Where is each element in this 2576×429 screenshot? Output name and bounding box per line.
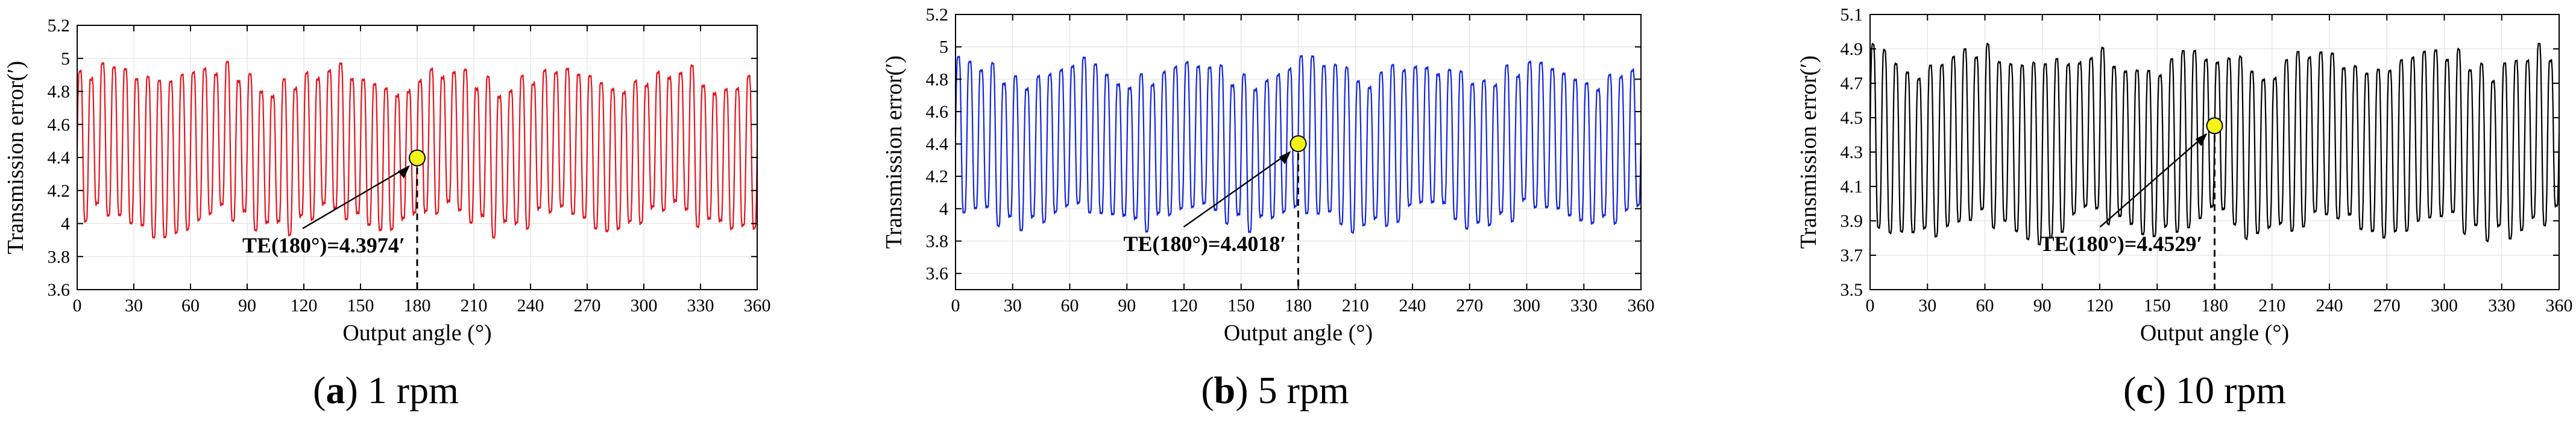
y-tick-label: 4.5 bbox=[1841, 108, 1863, 128]
caption-letter: c bbox=[2136, 369, 2153, 412]
x-tick-label: 300 bbox=[2431, 296, 2458, 316]
annotation-leader-line bbox=[2099, 133, 2207, 228]
x-tick-label: 180 bbox=[404, 296, 431, 316]
x-axis-label: Output angle (°) bbox=[342, 320, 491, 346]
panel-caption: (b) 5 rpm bbox=[1201, 369, 1349, 412]
x-tick-label: 90 bbox=[238, 296, 256, 316]
y-tick-label: 4.3 bbox=[1841, 142, 1863, 162]
x-tick-label: 150 bbox=[1227, 296, 1255, 316]
y-tick-label: 3.7 bbox=[1841, 246, 1863, 265]
x-tick-label: 270 bbox=[2373, 296, 2401, 316]
annotation-marker bbox=[2206, 117, 2223, 135]
annotation-label: TE(180°)=4.4529′ bbox=[2039, 232, 2202, 256]
x-tick-label: 330 bbox=[687, 296, 714, 316]
y-axis-label: Transmission error(′) bbox=[1796, 56, 1821, 249]
y-tick-label: 3.8 bbox=[48, 247, 71, 267]
x-tick-label: 270 bbox=[574, 296, 601, 316]
x-tick-label: 0 bbox=[73, 296, 82, 316]
x-tick-label: 330 bbox=[1570, 296, 1598, 316]
y-tick-label: 3.6 bbox=[48, 280, 71, 300]
caption-text: 10 rpm bbox=[2176, 369, 2286, 412]
x-tick-label: 30 bbox=[1918, 296, 1936, 316]
y-tick-label: 5.2 bbox=[926, 5, 949, 25]
y-tick-label: 4.4 bbox=[48, 148, 71, 168]
y-tick-label: 4.4 bbox=[926, 135, 949, 154]
x-tick-label: 240 bbox=[2316, 296, 2343, 316]
caption-letter: a bbox=[326, 369, 345, 412]
x-tick-label: 90 bbox=[2033, 296, 2052, 316]
annotation-leader-line bbox=[1183, 151, 1291, 228]
y-tick-label: 4.8 bbox=[48, 82, 71, 102]
panel-caption: (a) 1 rpm bbox=[313, 369, 459, 412]
x-tick-label: 120 bbox=[2086, 296, 2114, 316]
y-tick-label: 4.7 bbox=[1841, 74, 1863, 94]
y-tick-label: 3.9 bbox=[1841, 211, 1863, 231]
x-tick-label: 180 bbox=[2201, 296, 2228, 316]
x-tick-label: 150 bbox=[2144, 296, 2171, 316]
annotation-marker bbox=[1290, 135, 1307, 153]
x-axis-label: Output angle (°) bbox=[1224, 320, 1373, 346]
annotation-label: TE(180°)=4.4018′ bbox=[1123, 232, 1286, 256]
caption-letter: b bbox=[1214, 369, 1236, 412]
x-tick-label: 210 bbox=[461, 296, 488, 316]
annotation-arrowhead bbox=[1279, 151, 1291, 165]
x-tick-label: 210 bbox=[2258, 296, 2285, 316]
y-tick-label: 3.5 bbox=[1841, 280, 1863, 300]
x-tick-label: 240 bbox=[1399, 296, 1426, 316]
annotation-label: TE(180°)=4.3974′ bbox=[242, 234, 405, 258]
x-tick-label: 330 bbox=[2488, 296, 2515, 316]
x-tick-label: 30 bbox=[125, 296, 143, 316]
y-tick-label: 5 bbox=[61, 49, 70, 69]
annotation-arrowhead bbox=[398, 165, 410, 179]
x-tick-label: 0 bbox=[951, 296, 960, 316]
y-tick-label: 4.6 bbox=[48, 115, 71, 135]
y-tick-label: 5.2 bbox=[48, 16, 71, 36]
annotation-marker bbox=[409, 149, 426, 167]
x-tick-label: 180 bbox=[1285, 296, 1312, 316]
y-tick-label: 4 bbox=[61, 214, 70, 234]
y-tick-label: 3.8 bbox=[926, 232, 949, 252]
y-tick-label: 4.2 bbox=[48, 181, 71, 201]
chart-panel-b: 0 30 60 90 120 150 180 210 240 270 300 330 360 3.6 3.8… bbox=[881, 5, 1655, 412]
annotation-arrowhead bbox=[2195, 133, 2208, 147]
y-tick-label: 4.6 bbox=[926, 102, 949, 122]
chart-panel-a: 0 30 60 90 120 150 180 210 240 270 300 330 360 3.6 3.8… bbox=[3, 16, 771, 412]
y-tick-label: 4.8 bbox=[926, 69, 949, 89]
y-tick-label: 4.9 bbox=[1841, 39, 1863, 59]
x-tick-label: 360 bbox=[744, 296, 771, 316]
y-axis-label: Transmission error(′) bbox=[881, 56, 907, 249]
x-tick-label: 150 bbox=[347, 296, 374, 316]
x-tick-label: 240 bbox=[517, 296, 544, 316]
annotation-leader-line bbox=[302, 165, 409, 229]
y-tick-label: 4.2 bbox=[926, 167, 949, 186]
x-tick-label: 60 bbox=[1976, 296, 1994, 316]
y-tick-label: 3.6 bbox=[926, 264, 949, 284]
y-axis-label: Transmission error(′) bbox=[3, 61, 28, 254]
x-tick-label: 210 bbox=[1342, 296, 1369, 316]
caption-text: 5 rpm bbox=[1258, 369, 1349, 412]
panel-caption: (c) 10 rpm bbox=[2123, 369, 2286, 412]
y-tick-label: 5.1 bbox=[1841, 5, 1863, 25]
y-tick-label: 4 bbox=[939, 199, 948, 219]
x-tick-label: 90 bbox=[1118, 296, 1136, 316]
x-tick-label: 0 bbox=[1866, 296, 1875, 316]
y-tick-label: 5 bbox=[939, 37, 948, 57]
x-tick-label: 120 bbox=[291, 296, 318, 316]
caption-text: 1 rpm bbox=[368, 369, 459, 412]
x-axis-label: Output angle (°) bbox=[2140, 320, 2289, 346]
x-tick-label: 30 bbox=[1004, 296, 1022, 316]
x-tick-label: 60 bbox=[181, 296, 200, 316]
x-tick-label: 360 bbox=[2546, 296, 2573, 316]
x-tick-label: 300 bbox=[631, 296, 658, 316]
y-tick-label: 4.1 bbox=[1841, 177, 1863, 197]
x-tick-label: 270 bbox=[1456, 296, 1483, 316]
x-tick-label: 60 bbox=[1061, 296, 1079, 316]
x-tick-label: 120 bbox=[1171, 296, 1198, 316]
x-tick-label: 360 bbox=[1628, 296, 1655, 316]
x-tick-label: 300 bbox=[1513, 296, 1540, 316]
series-line-te bbox=[76, 60, 758, 239]
chart-panel-c: 0 30 60 90 120 150 180 210 240 270 300 330 360 3.5 3.7… bbox=[1796, 5, 2573, 412]
